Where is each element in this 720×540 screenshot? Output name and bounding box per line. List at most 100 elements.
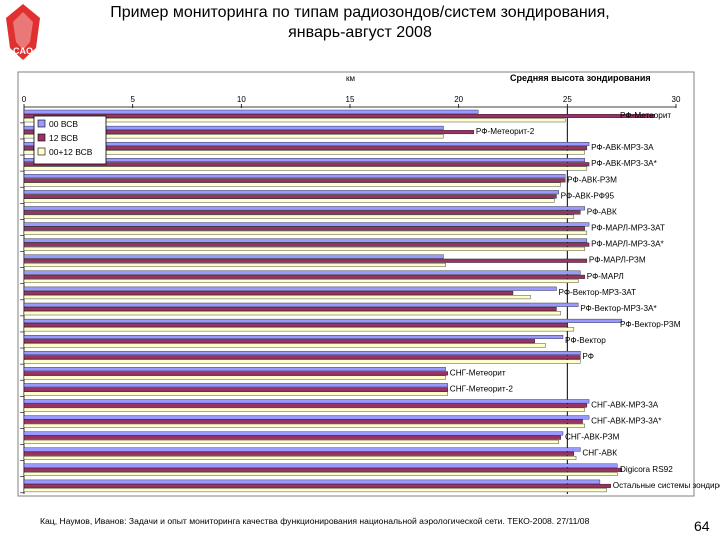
- category-label-20: СНГ-АВК-РЗМ: [565, 433, 620, 442]
- bar-1-7: [23, 226, 585, 231]
- bar-2-6: [23, 214, 575, 219]
- bar-1-15: [23, 355, 581, 360]
- bar-0-14: [23, 334, 564, 339]
- bar-0-7: [23, 222, 590, 227]
- bars-layer: [23, 109, 655, 493]
- bar-2-18: [23, 407, 585, 412]
- bar-0-8: [23, 238, 588, 243]
- x-tick-label-2: 10: [237, 95, 246, 104]
- cao-logo: CAO: [6, 4, 40, 60]
- bar-0-4: [23, 174, 566, 179]
- bar-1-23: [23, 483, 611, 488]
- page-number: 64: [694, 518, 710, 534]
- bar-1-9: [23, 258, 588, 263]
- footer-citation: Кац, Наумов, Иванов: Задачи и опыт монит…: [40, 516, 590, 526]
- category-label-14: РФ-Вектор: [565, 336, 606, 345]
- bar-2-2: [23, 150, 585, 155]
- bar-1-14: [23, 339, 535, 344]
- category-label-13: РФ-Вектор-РЗМ: [620, 320, 681, 329]
- bar-1-10: [23, 274, 585, 279]
- bar-1-12: [23, 307, 557, 311]
- x-tick-label-1: 5: [130, 95, 135, 104]
- category-label-0: РФ-Метеорит: [620, 111, 671, 120]
- x-tick-label-6: 30: [672, 95, 681, 104]
- category-label-22: Digicora RS92: [620, 465, 673, 474]
- bar-1-3: [23, 162, 590, 167]
- bar-1-13: [23, 323, 568, 328]
- bar-2-14: [23, 343, 546, 348]
- legend-swatch-2: [37, 147, 46, 156]
- slide-title-line-1: Пример мониторинга по типам радиозондов/…: [110, 4, 610, 21]
- x-tick-label-0: 0: [22, 95, 27, 104]
- bar-2-23: [23, 488, 607, 493]
- bar-0-5: [23, 190, 559, 195]
- bar-0-12: [23, 302, 579, 307]
- bar-2-22: [23, 472, 618, 477]
- legend-label-2: 00+12 ВСВ: [49, 147, 93, 157]
- legend-label-0: 00 ВСВ: [49, 119, 78, 129]
- bar-2-4: [23, 182, 561, 187]
- category-label-19: СНГ-АВК-МРЗ-3А*: [591, 417, 662, 426]
- bar-0-10: [23, 270, 581, 275]
- x-tick-label-5: 25: [563, 95, 572, 104]
- legend-swatch-0: [37, 119, 46, 128]
- bar-1-4: [23, 178, 566, 183]
- bar-0-21: [23, 447, 581, 452]
- bar-2-13: [23, 327, 575, 332]
- bar-1-1: [23, 130, 475, 135]
- category-label-16: СНГ-Метеорит: [450, 368, 506, 377]
- bar-0-22: [23, 463, 618, 468]
- chart-legend: 00 ВСВ 12 ВСВ 00+12 ВСВ: [33, 115, 107, 165]
- bar-0-18: [23, 399, 590, 404]
- bar-1-2: [23, 146, 588, 151]
- category-label-23: Остальные системы зондирования: [613, 481, 720, 490]
- category-label-9: РФ-МАРЛ-РЗМ: [589, 256, 646, 265]
- bar-0-20: [23, 431, 564, 436]
- bar-2-11: [23, 295, 531, 300]
- x-tick-label-3: 15: [346, 95, 355, 104]
- bar-2-1: [23, 134, 444, 139]
- bar-2-9: [23, 262, 446, 267]
- category-label-21: СНГ-АВК: [582, 449, 617, 458]
- grid-layer: 0 5 10 15 20 25 30: [20, 95, 681, 494]
- logo-text: CAO: [13, 46, 33, 56]
- bar-0-15: [23, 351, 581, 356]
- category-label-6: РФ-АВК: [587, 207, 617, 216]
- category-label-1: РФ-Метеорит-2: [476, 127, 535, 136]
- category-label-7: РФ-МАРЛ-МРЗ-3АТ: [591, 224, 665, 233]
- legend-box: [33, 115, 107, 165]
- bar-2-12: [23, 311, 561, 316]
- bar-1-11: [23, 290, 514, 295]
- bar-2-16: [23, 375, 446, 380]
- x-tick-label-4: 20: [454, 95, 463, 104]
- category-label-15: РФ: [582, 352, 594, 361]
- slide-title: Пример мониторинга по типам радиозондов/…: [60, 3, 660, 43]
- category-label-17: СНГ-Метеорит-2: [450, 384, 514, 393]
- bar-1-5: [23, 194, 557, 199]
- category-label-5: РФ-АВК-РФ95: [561, 191, 615, 200]
- bar-2-19: [23, 423, 585, 428]
- bar-1-8: [23, 242, 590, 247]
- legend-label-1: 12 ВСВ: [49, 133, 78, 143]
- bar-1-19: [23, 419, 583, 424]
- bar-0-19: [23, 415, 590, 420]
- bar-0-16: [23, 367, 446, 372]
- bar-1-17: [23, 387, 448, 392]
- bar-1-16: [23, 371, 448, 376]
- bar-2-15: [23, 359, 581, 364]
- bar-0-0: [23, 109, 479, 114]
- bar-2-21: [23, 455, 577, 460]
- legend-swatch-1: [37, 133, 46, 142]
- bar-0-17: [23, 383, 448, 388]
- chart-unit-label: км: [346, 74, 355, 83]
- category-label-2: РФ-АВК-МРЗ-3А: [591, 143, 654, 152]
- bar-2-0: [23, 118, 566, 123]
- bar-0-1: [23, 125, 444, 130]
- bar-1-0: [23, 114, 655, 118]
- category-label-11: РФ-Вектор-МРЗ-3АТ: [558, 288, 636, 297]
- bar-2-5: [23, 198, 555, 203]
- bar-1-20: [23, 435, 561, 440]
- bar-0-9: [23, 254, 444, 259]
- bar-0-2: [23, 141, 590, 146]
